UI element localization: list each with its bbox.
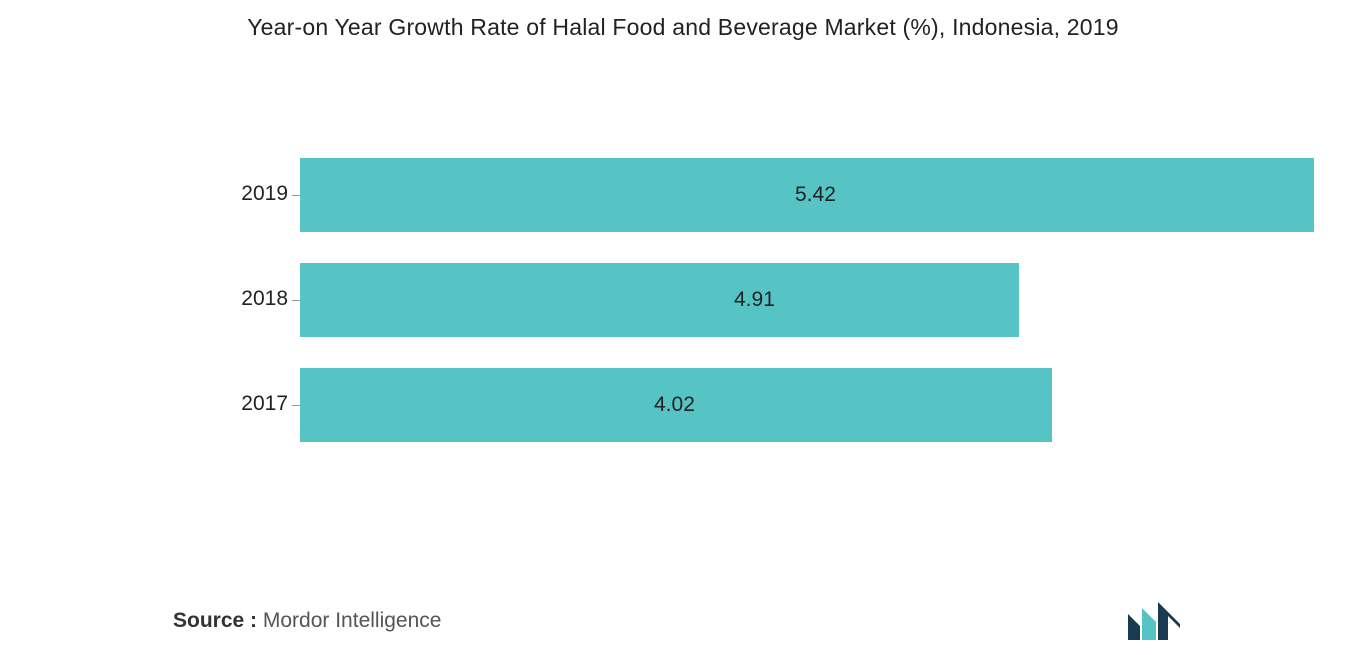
bar-value-label: 4.91 [734, 288, 775, 312]
source-value: Mordor Intelligence [263, 609, 442, 632]
chart-container: Year-on Year Growth Rate of Halal Food a… [0, 0, 1366, 655]
bar: 5.42 [300, 158, 1314, 232]
y-axis-label: 2017 [198, 392, 288, 416]
source-label: Source : [173, 609, 257, 632]
source-attribution: Source : Mordor Intelligence [173, 609, 441, 633]
bar: 4.91 [300, 263, 1019, 337]
bar-value-label: 4.02 [654, 393, 695, 417]
mordor-logo-icon [1126, 602, 1182, 642]
y-tick [292, 195, 300, 196]
y-tick [292, 405, 300, 406]
y-tick [292, 300, 300, 301]
chart-title: Year-on Year Growth Rate of Halal Food a… [0, 14, 1366, 41]
bar: 4.02 [300, 368, 1052, 442]
bar-value-label: 5.42 [795, 183, 836, 207]
y-axis-label: 2019 [198, 182, 288, 206]
y-axis-label: 2018 [198, 287, 288, 311]
plot-area: 2019 2018 2017 5.42 4.91 4.02 [300, 158, 1314, 443]
